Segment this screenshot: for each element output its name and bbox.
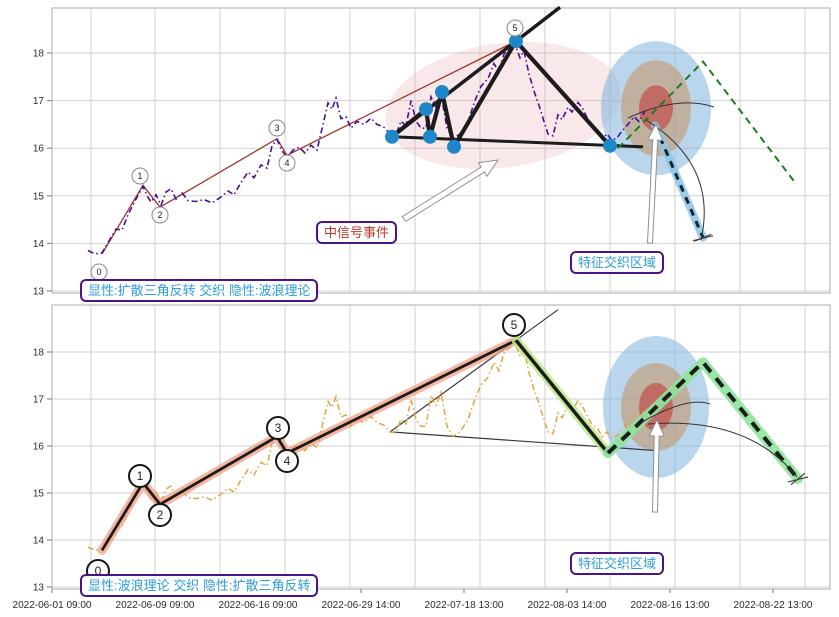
wave-number-marker: [268, 119, 286, 137]
wave-number-label: 5: [511, 318, 518, 332]
wave-number-marker: [148, 503, 172, 527]
annotation-arc: [645, 119, 705, 241]
pattern-label-top: 显性:扩散三角反转 交织 隐性:波浪理论: [80, 279, 319, 302]
feature-zone-label-bottom: 特征交织区域: [570, 552, 665, 575]
y-tick-label: 16: [33, 144, 45, 155]
x-tick-label: 2022-08-03 14:00: [528, 600, 607, 611]
wave-number-label: 3: [274, 123, 279, 133]
hidden-triangle-upper: [389, 309, 559, 433]
panel-frame: [51, 7, 831, 294]
explicit-forecast-glow-top: [651, 121, 707, 242]
y-tick-label: 17: [33, 395, 45, 406]
pattern-label-bottom: 显性:波浪理论 交织 隐性:扩散三角反转: [80, 574, 319, 597]
wave-number-label: 1: [137, 171, 142, 181]
y-tick-label: 13: [33, 583, 45, 594]
price-line-top: [87, 43, 646, 255]
wave-number-label: 4: [284, 454, 291, 468]
wave-number-marker: [506, 19, 524, 37]
feature-zone-arrow-bottom: [648, 418, 665, 513]
signal-event-label: 中信号事件: [316, 221, 398, 244]
x-tick-label: 2022-07-18 13:00: [425, 600, 504, 611]
triangle-vertex-dot: [423, 129, 437, 144]
hidden-wave-line: [101, 40, 517, 255]
wave-number-label: 0: [95, 564, 102, 578]
y-tick-label: 14: [33, 239, 45, 250]
x-tick-label: 2022-06-01 09:00: [13, 600, 92, 611]
x-tick-label: 2022-08-16 13:00: [631, 600, 710, 611]
triangle-vertex-dot: [603, 138, 617, 153]
feature-zone-label-top: 特征交织区域: [570, 251, 665, 274]
x-tick-label: 2022-06-29 14:00: [322, 600, 401, 611]
x-tick-label: 2022-06-09 09:00: [116, 600, 195, 611]
wave-number-label: 5: [512, 23, 517, 33]
price-line-bottom: [87, 342, 646, 552]
forecast-endcap: [692, 235, 714, 242]
wave-number-marker: [128, 464, 152, 488]
y-tick-label: 15: [33, 489, 45, 500]
triangle-vertex-dot: [385, 129, 399, 144]
y-tick-label: 16: [33, 442, 45, 453]
panel-frame: [51, 304, 831, 590]
triangle-vertex-dot: [419, 102, 433, 117]
feature-zone-arrow-top: [646, 122, 664, 244]
hidden-forecast-dashed-top: [617, 60, 796, 184]
forecast-dashed-bottom: [606, 359, 800, 481]
descend-line: [514, 339, 610, 455]
wave-number-label: 1: [137, 469, 144, 483]
wave-number-marker: [151, 206, 169, 224]
wave-number-label: 2: [157, 508, 164, 522]
y-tick-label: 13: [33, 287, 45, 298]
y-tick-label: 15: [33, 191, 45, 202]
target-inner-ellipse: [639, 85, 673, 132]
wave-number-marker: [131, 167, 149, 185]
y-tick-label: 17: [33, 96, 45, 107]
y-tick-label: 18: [33, 49, 45, 60]
x-tick-label: 2022-06-16 09:00: [219, 600, 298, 611]
triangle-vertex-dot: [435, 85, 449, 99]
wave-number-marker: [275, 449, 299, 473]
annotation-arc: [647, 422, 798, 478]
triangle-vertex-dot: [447, 139, 461, 154]
wave-number-label: 3: [275, 421, 282, 435]
annotation-arc: [627, 102, 715, 119]
wave-number-marker: [266, 416, 290, 440]
triangle-vertex-dot: [509, 34, 523, 49]
wave-number-label: 4: [284, 158, 289, 168]
explicit-wave-line: [100, 339, 517, 552]
wave-number-marker: [278, 154, 296, 172]
wave-number-label: 0: [96, 267, 101, 277]
x-tick-label: 2022-08-22 13:00: [734, 600, 813, 611]
forecast-endcap: [787, 476, 809, 483]
signal-event-arrow: [401, 159, 500, 223]
wave-number-label: 2: [157, 210, 162, 220]
y-tick-label: 18: [33, 348, 45, 359]
signal-region-ellipse: [385, 41, 621, 169]
y-tick-label: 14: [33, 536, 45, 547]
wave-number-marker: [502, 313, 526, 337]
annotation-arc: [641, 401, 711, 423]
